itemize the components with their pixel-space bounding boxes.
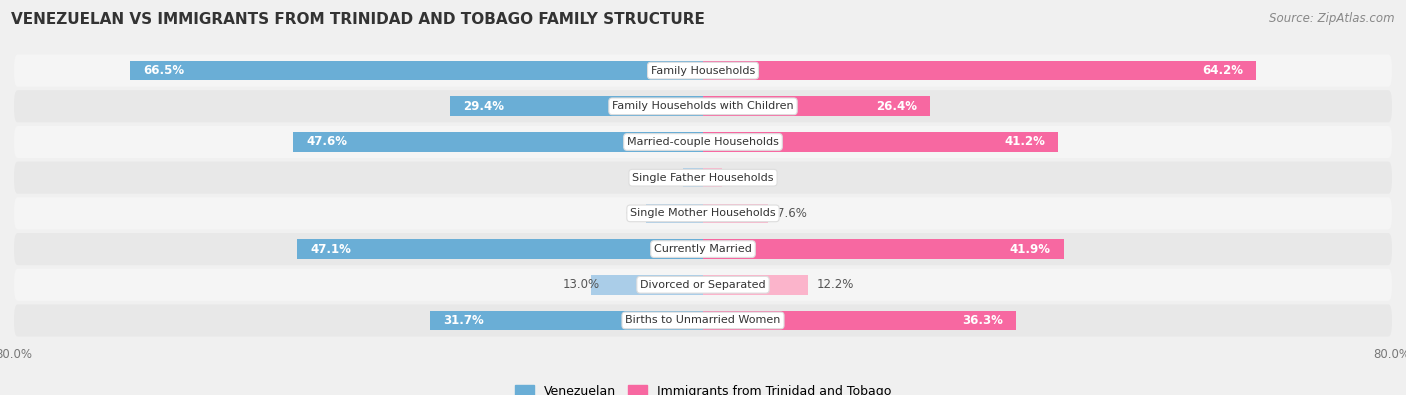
Bar	[703, 61, 1256, 81]
Text: 12.2%: 12.2%	[817, 278, 853, 291]
Text: Family Households: Family Households	[651, 66, 755, 75]
Text: 47.6%: 47.6%	[307, 135, 347, 149]
Bar	[703, 275, 808, 295]
Bar	[703, 239, 1064, 259]
Bar	[703, 96, 931, 116]
Bar	[292, 132, 703, 152]
Text: 13.0%: 13.0%	[562, 278, 599, 291]
Text: Single Mother Households: Single Mother Households	[630, 209, 776, 218]
FancyBboxPatch shape	[14, 55, 1392, 87]
Bar	[430, 310, 703, 330]
Text: Single Father Households: Single Father Households	[633, 173, 773, 182]
Text: 31.7%: 31.7%	[443, 314, 484, 327]
FancyBboxPatch shape	[14, 90, 1392, 122]
FancyBboxPatch shape	[14, 269, 1392, 301]
Text: 6.6%: 6.6%	[624, 207, 655, 220]
Text: 64.2%: 64.2%	[1202, 64, 1243, 77]
Bar	[703, 132, 1057, 152]
Text: 66.5%: 66.5%	[143, 64, 184, 77]
Bar	[703, 203, 769, 223]
Text: Births to Unmarried Women: Births to Unmarried Women	[626, 316, 780, 325]
Bar	[298, 239, 703, 259]
Text: Source: ZipAtlas.com: Source: ZipAtlas.com	[1270, 12, 1395, 25]
Legend: Venezuelan, Immigrants from Trinidad and Tobago: Venezuelan, Immigrants from Trinidad and…	[510, 380, 896, 395]
Text: Divorced or Separated: Divorced or Separated	[640, 280, 766, 290]
Text: 7.6%: 7.6%	[778, 207, 807, 220]
Text: VENEZUELAN VS IMMIGRANTS FROM TRINIDAD AND TOBAGO FAMILY STRUCTURE: VENEZUELAN VS IMMIGRANTS FROM TRINIDAD A…	[11, 12, 706, 27]
Text: Married-couple Households: Married-couple Households	[627, 137, 779, 147]
Bar	[450, 96, 703, 116]
Bar	[703, 168, 721, 188]
Text: Currently Married: Currently Married	[654, 244, 752, 254]
Bar	[131, 61, 703, 81]
Text: 41.2%: 41.2%	[1004, 135, 1045, 149]
Text: 2.3%: 2.3%	[662, 171, 692, 184]
Bar	[683, 168, 703, 188]
Bar	[591, 275, 703, 295]
FancyBboxPatch shape	[14, 305, 1392, 337]
FancyBboxPatch shape	[14, 162, 1392, 194]
Text: 26.4%: 26.4%	[876, 100, 918, 113]
Text: 41.9%: 41.9%	[1010, 243, 1050, 256]
Text: 47.1%: 47.1%	[311, 243, 352, 256]
Text: 29.4%: 29.4%	[463, 100, 503, 113]
Text: 36.3%: 36.3%	[962, 314, 1002, 327]
Bar	[647, 203, 703, 223]
Text: Family Households with Children: Family Households with Children	[612, 101, 794, 111]
Bar	[703, 310, 1015, 330]
FancyBboxPatch shape	[14, 126, 1392, 158]
Text: 2.2%: 2.2%	[731, 171, 761, 184]
FancyBboxPatch shape	[14, 233, 1392, 265]
FancyBboxPatch shape	[14, 198, 1392, 229]
